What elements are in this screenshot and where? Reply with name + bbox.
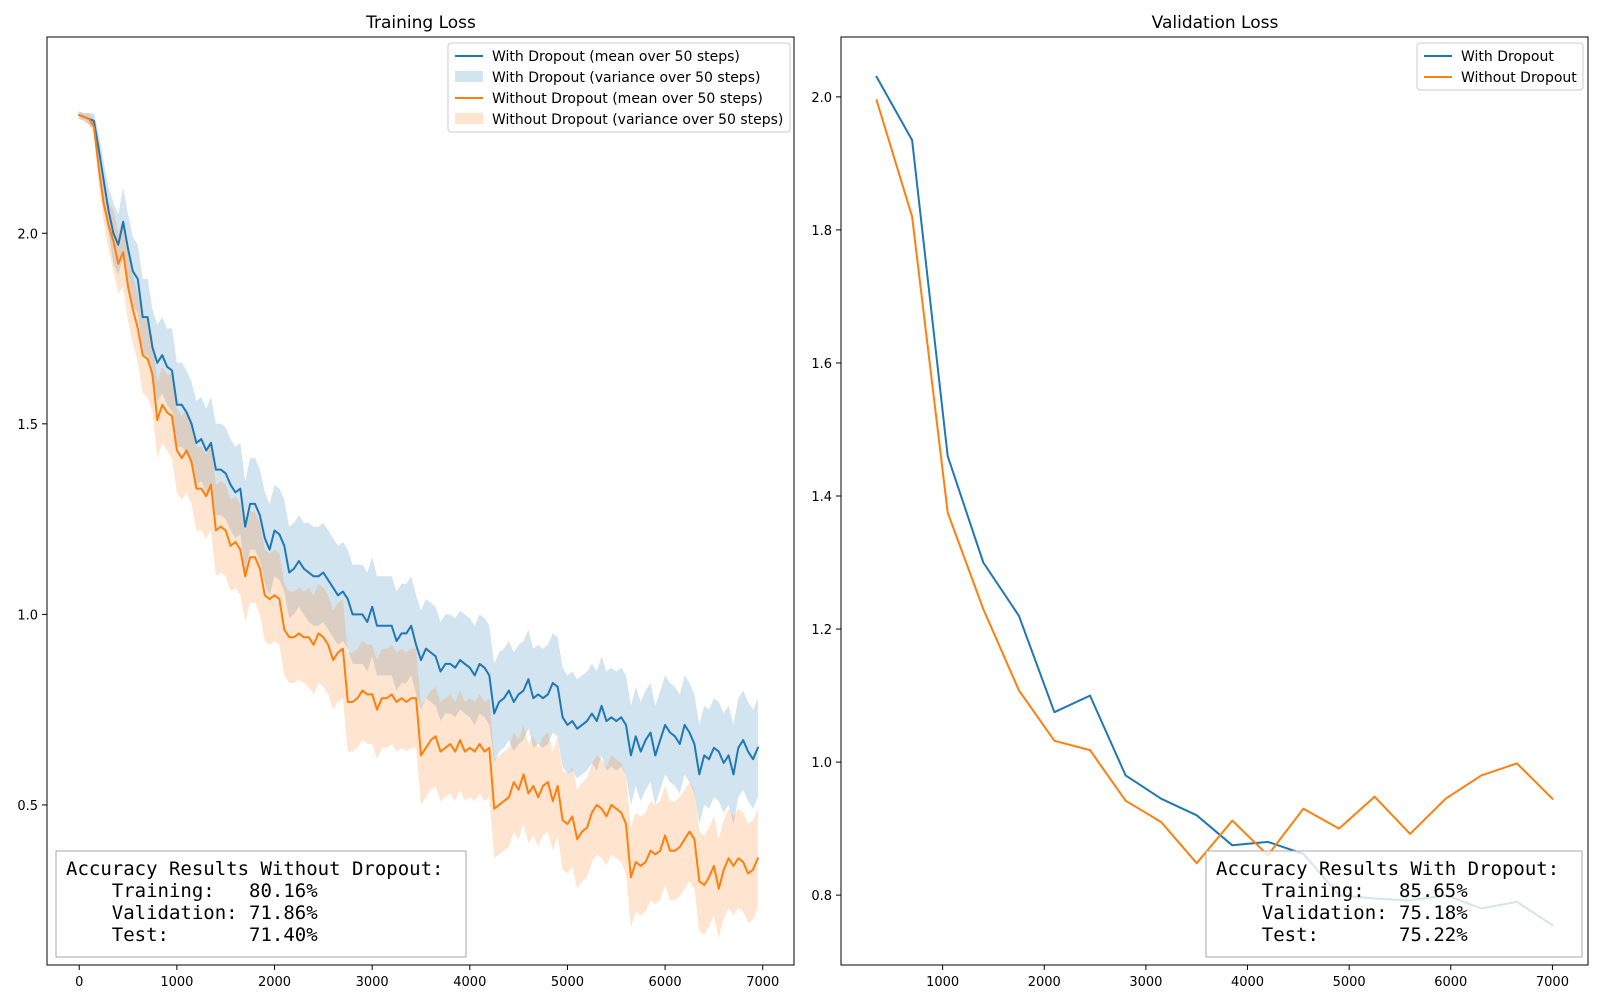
accuracy-without-dropout-validation: Validation: 71.86% — [66, 902, 318, 924]
training-loss-title: Training Loss — [365, 13, 476, 33]
x-tick-label: 0 — [75, 975, 83, 990]
accuracy-without-dropout-box: Accuracy Results Without Dropout: Traini… — [55, 850, 467, 958]
x-tick-label: 5000 — [551, 975, 584, 990]
y-tick-label: 1.0 — [17, 608, 38, 623]
training-loss-x-axis-ticks: 0 1000 2000 3000 4000 5000 6000 7000 — [75, 965, 779, 990]
accuracy-without-dropout-frame — [55, 850, 467, 958]
training-loss-legend-box — [447, 42, 791, 133]
accuracy-without-dropout-heading: Accuracy Results Without Dropout: — [66, 858, 444, 880]
x-tick-label: 1000 — [926, 975, 959, 990]
legend-label-without-dropout-mean: Without Dropout (mean over 50 steps) — [492, 91, 763, 107]
accuracy-with-dropout-box: Accuracy Results With Dropout: Training:… — [1205, 850, 1583, 958]
training-loss-legend: With Dropout (mean over 50 steps) With D… — [447, 42, 791, 133]
y-tick-label: 0.8 — [811, 889, 832, 904]
legend-label-with-dropout: With Dropout — [1461, 49, 1554, 65]
accuracy-with-dropout-training: Training: 85.65% — [1216, 880, 1468, 902]
validation-loss-plot-frame — [840, 36, 1589, 966]
accuracy-without-dropout-test: Test: 71.40% — [66, 924, 318, 946]
accuracy-with-dropout-heading: Accuracy Results With Dropout: — [1216, 858, 1559, 880]
validation-loss-legend-box — [1416, 42, 1584, 91]
validation-loss-panel: Validation Loss 1000 2000 3000 4000 5000 6000… — [811, 13, 1589, 990]
y-tick-label: 2.0 — [811, 91, 832, 106]
training-loss-plot-frame — [46, 36, 795, 966]
legend-swatch-without-dropout-variance — [455, 113, 483, 124]
legend-label-with-dropout-mean: With Dropout (mean over 50 steps) — [492, 49, 740, 65]
x-tick-label: 2000 — [1028, 975, 1061, 990]
x-tick-label: 4000 — [1231, 975, 1264, 990]
x-tick-label: 7000 — [1536, 975, 1569, 990]
x-tick-label: 1000 — [160, 975, 193, 990]
x-tick-label: 3000 — [1129, 975, 1162, 990]
legend-swatch-with-dropout-variance — [455, 71, 483, 82]
validation-loss-x-axis-ticks: 1000 2000 3000 4000 5000 6000 7000 — [926, 965, 1569, 990]
x-tick-label: 7000 — [746, 975, 779, 990]
x-tick-label: 4000 — [453, 975, 486, 990]
training-loss-lines — [77, 113, 760, 890]
y-tick-label: 1.0 — [811, 756, 832, 771]
training-loss-y-axis-ticks: 0.5 1.0 1.5 2.0 — [17, 227, 47, 814]
validation-loss-y-axis-ticks: 0.8 1.0 1.2 1.4 1.6 1.8 2.0 — [811, 91, 841, 904]
series-line-0 — [77, 113, 760, 776]
x-tick-label: 5000 — [1333, 975, 1366, 990]
training-loss-panel: Training Loss 0 1000 2000 3000 4000 5000 6000 7… — [17, 13, 795, 990]
y-tick-label: 2.0 — [17, 227, 38, 242]
validation-loss-title: Validation Loss — [1152, 13, 1279, 33]
legend-label-without-dropout: Without Dropout — [1461, 70, 1577, 86]
legend-label-with-dropout-variance: With Dropout (variance over 50 steps) — [492, 70, 760, 86]
x-tick-label: 2000 — [258, 975, 291, 990]
series-line-1 — [875, 98, 1554, 865]
validation-loss-legend: With Dropout Without Dropout — [1416, 42, 1584, 91]
x-tick-label: 3000 — [356, 975, 389, 990]
x-tick-label: 6000 — [1434, 975, 1467, 990]
y-tick-label: 1.2 — [811, 623, 832, 638]
accuracy-with-dropout-frame — [1205, 850, 1583, 958]
y-tick-label: 1.6 — [811, 357, 832, 372]
y-tick-label: 0.5 — [17, 799, 38, 814]
legend-label-without-dropout-variance: Without Dropout (variance over 50 steps) — [492, 112, 783, 128]
accuracy-with-dropout-test: Test: 75.22% — [1216, 924, 1468, 946]
y-tick-label: 1.4 — [811, 490, 832, 505]
x-tick-label: 6000 — [649, 975, 682, 990]
accuracy-without-dropout-training: Training: 80.16% — [66, 880, 318, 902]
series-line-2 — [77, 113, 760, 890]
y-tick-label: 1.8 — [811, 224, 832, 239]
accuracy-with-dropout-validation: Validation: 75.18% — [1216, 902, 1468, 924]
y-tick-label: 1.5 — [17, 418, 38, 433]
